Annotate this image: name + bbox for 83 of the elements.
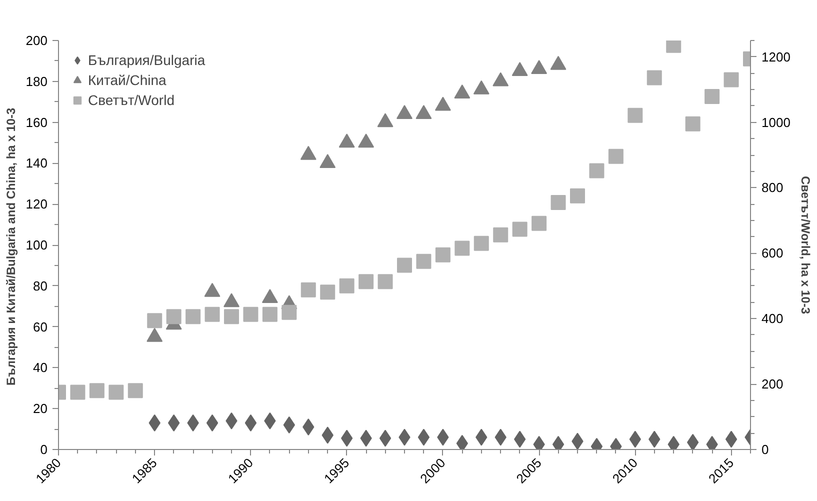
point	[206, 414, 218, 432]
point	[512, 222, 528, 237]
point	[646, 70, 662, 86]
point	[454, 84, 470, 98]
y-tick-label: 100	[26, 238, 48, 252]
point	[186, 309, 201, 324]
y-tick-label: 60	[33, 319, 48, 334]
point	[379, 430, 392, 447]
point	[204, 282, 220, 297]
point	[243, 306, 258, 322]
point	[418, 428, 430, 446]
point	[435, 247, 450, 262]
point	[300, 282, 316, 298]
point	[358, 274, 374, 290]
point	[397, 258, 412, 273]
y2-tick-label: 0	[762, 442, 769, 457]
point	[456, 434, 468, 450]
point	[146, 328, 163, 342]
point	[608, 148, 624, 164]
point	[589, 163, 604, 178]
point	[416, 104, 432, 119]
point	[320, 284, 336, 300]
point	[512, 62, 528, 76]
point	[339, 278, 354, 294]
point	[338, 134, 355, 148]
y-tick-label: 200	[26, 33, 48, 48]
y2-axis-title: Светът/World, ha x 10-3	[798, 176, 812, 314]
point	[416, 254, 432, 269]
point	[262, 306, 278, 322]
point	[493, 227, 508, 242]
y-tick-label: 20	[33, 401, 48, 416]
y-axis-title: България и Китай/Bulgaria and China, ha x 10-3	[4, 107, 18, 386]
y2-tick-label: 200	[762, 376, 784, 392]
point	[396, 104, 412, 119]
point	[570, 188, 585, 204]
y2-tick-label: 1200	[762, 49, 790, 64]
point	[550, 56, 566, 70]
point	[474, 236, 489, 251]
point	[224, 309, 239, 324]
y2-tick-label: 400	[762, 311, 784, 326]
point	[166, 309, 182, 324]
y-tick-label: 80	[33, 278, 48, 294]
point	[531, 60, 548, 74]
point	[454, 240, 470, 256]
point	[320, 154, 336, 168]
legend-label: Светът/World	[88, 92, 174, 108]
y-tick-label: 140	[26, 156, 48, 171]
y-tick-label: 160	[26, 114, 48, 130]
point	[687, 434, 699, 450]
point	[473, 80, 490, 94]
y-tick-label: 0	[40, 442, 48, 457]
point	[300, 146, 316, 160]
legend-label: България/Bulgaria	[88, 52, 206, 68]
point	[685, 116, 700, 132]
point	[224, 293, 240, 308]
y-tick-label: 180	[26, 74, 48, 89]
legend-label: Китай/China	[88, 72, 166, 88]
y-tick-label: 120	[26, 196, 48, 212]
point	[434, 96, 451, 111]
point	[204, 306, 220, 322]
y2-tick-label: 1000	[762, 114, 790, 130]
point	[628, 108, 643, 123]
point	[89, 383, 104, 398]
y2-tick-label: 800	[762, 180, 784, 196]
point	[725, 430, 738, 448]
point	[128, 383, 143, 398]
point	[704, 88, 720, 104]
point	[572, 432, 584, 450]
point	[377, 113, 394, 128]
y2-tick-label: 600	[762, 246, 784, 261]
point	[147, 313, 162, 328]
point	[262, 289, 278, 303]
point	[108, 384, 124, 400]
point	[550, 194, 566, 210]
point	[532, 216, 547, 231]
point	[358, 134, 374, 148]
point	[724, 72, 739, 88]
point	[244, 414, 257, 432]
point	[492, 72, 509, 86]
point	[282, 304, 297, 320]
point	[378, 274, 393, 290]
point	[70, 384, 86, 400]
y-tick-label: 40	[33, 360, 48, 376]
